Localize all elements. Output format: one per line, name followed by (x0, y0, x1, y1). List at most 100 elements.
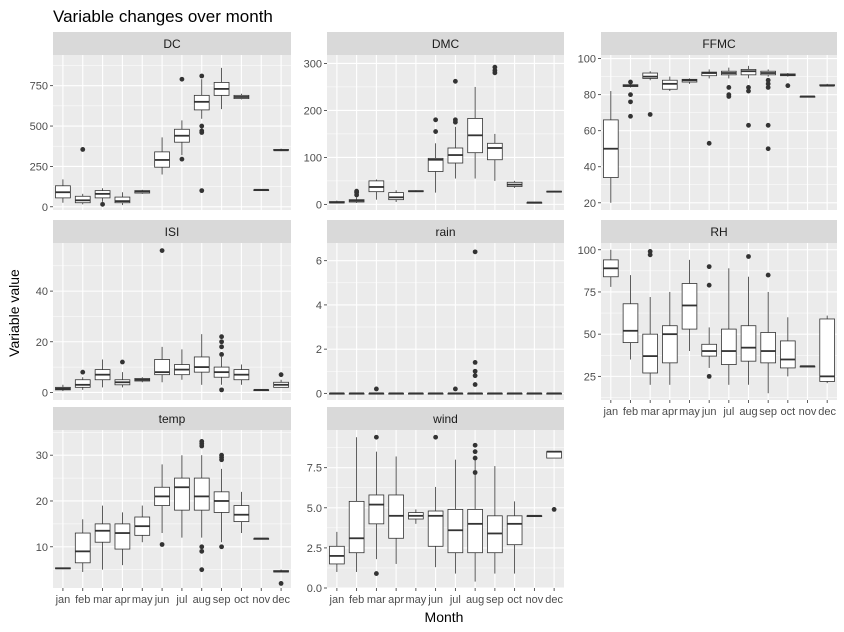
x-tick-label-oct: oct (234, 594, 249, 606)
outlier-point (765, 122, 771, 128)
x-tick-label-jun: jun (154, 594, 170, 606)
x-tick-label-jul: jul (722, 406, 734, 418)
y-tick-label: 10 (36, 542, 48, 554)
box-dmc-feb (348, 188, 365, 203)
box-iqr (368, 494, 385, 525)
facet-strip (601, 220, 837, 243)
y-tick-label: 20 (36, 337, 48, 349)
outlier-point (219, 344, 224, 350)
box-iqr (642, 333, 658, 374)
outlier-point (373, 571, 379, 576)
outlier-point (199, 123, 205, 129)
box-rain-nov (526, 392, 543, 395)
box-dmc-mar (368, 179, 385, 200)
outlier-point (373, 434, 379, 440)
y-tick-label: 0 (42, 202, 48, 214)
outlier-point (647, 252, 653, 258)
outlier-point (746, 85, 751, 90)
facet-panel-rh: RH 25 50 75 100 jan feb mar apr may jun jul aug sep oc… (578, 220, 837, 418)
y-axis-title: Variable value (6, 269, 22, 357)
facet-strip-label: DMC (432, 37, 460, 51)
x-tick-label-aug: aug (739, 406, 757, 418)
panel-background (601, 55, 837, 210)
box-dc-jul (174, 76, 190, 162)
outlier-point (765, 81, 771, 87)
outlier-point (100, 201, 105, 207)
box-wind-feb (348, 437, 365, 572)
outlier-point (492, 64, 498, 70)
facet-strip (53, 32, 291, 55)
box-wind-mar (368, 434, 385, 576)
box-ffmc-jan (603, 91, 619, 203)
outlier-point (706, 282, 712, 288)
outlier-point (219, 334, 224, 340)
x-tick-label-sep: sep (213, 594, 231, 606)
box-wind-jun (427, 434, 444, 568)
outlier-point (647, 249, 653, 254)
y-tick-label: 0.0 (307, 583, 322, 595)
x-tick-label-nov: nov (799, 406, 817, 418)
box-iqr (174, 477, 190, 511)
outlier-point (80, 369, 86, 375)
outlier-point (219, 339, 224, 345)
y-tick-label: 300 (304, 58, 322, 70)
outlier-point (628, 99, 633, 105)
facet-strip (53, 220, 291, 243)
facet-strip (327, 32, 564, 55)
x-tick-label-jun: jun (427, 594, 443, 606)
outlier-point (199, 544, 205, 550)
x-tick-label-may: may (132, 594, 153, 606)
box-iqr (819, 318, 835, 382)
box-iqr (780, 340, 796, 369)
y-tick-label: 60 (584, 126, 596, 138)
outlier-point (433, 434, 439, 440)
panel-background (327, 243, 564, 400)
box-rh-may (681, 259, 698, 352)
facet-strip (327, 220, 564, 243)
facet-panel-rain: rain 0 2 4 6 (316, 220, 564, 400)
box-temp-dec (273, 569, 289, 586)
box-isi-jan (55, 384, 71, 392)
panel-background (327, 430, 564, 588)
outlier-point (179, 156, 185, 162)
box-iqr (506, 515, 523, 546)
facet-panels: DC0250500750DMC0100200300FFMC20406080100… (30, 32, 837, 606)
box-rain-dec (546, 392, 562, 395)
box-iqr (233, 505, 250, 522)
box-iqr (193, 477, 210, 511)
box-isi-aug (193, 334, 210, 385)
outlier-point (472, 449, 478, 455)
facet-strip-label: wind (432, 412, 458, 426)
box-dc-mar (94, 188, 111, 207)
y-tick-label: 2.5 (307, 543, 322, 555)
box-iqr (427, 510, 444, 547)
box-rain-mar (368, 386, 385, 395)
box-rain-jul (447, 386, 464, 395)
box-rh-aug (740, 254, 757, 385)
outlier-point (628, 79, 633, 85)
box-dmc-aug (467, 86, 483, 179)
box-iqr (740, 325, 757, 362)
outlier-point (647, 112, 653, 117)
box-temp-jul (174, 455, 190, 538)
y-tick-label: 40 (584, 162, 596, 174)
x-tick-label-jan: jan (329, 594, 345, 606)
box-dmc-jul (447, 78, 464, 179)
box-iqr (114, 196, 131, 204)
box-iqr (74, 379, 91, 388)
box-iqr (662, 79, 678, 90)
x-tick-label-may: may (679, 406, 700, 418)
outlier-point (746, 122, 751, 128)
box-dmc-may (408, 190, 424, 193)
box-iqr (388, 192, 404, 201)
box-ffmc-mar (642, 71, 658, 117)
box-iqr (622, 303, 639, 344)
facet-strip-label: rain (435, 225, 455, 239)
outlier-point (472, 373, 478, 379)
y-tick-label: 5.0 (307, 503, 322, 515)
box-rain-may (408, 392, 424, 395)
outlier-point (472, 455, 478, 461)
outlier-point (706, 264, 712, 270)
box-iqr (193, 356, 210, 373)
